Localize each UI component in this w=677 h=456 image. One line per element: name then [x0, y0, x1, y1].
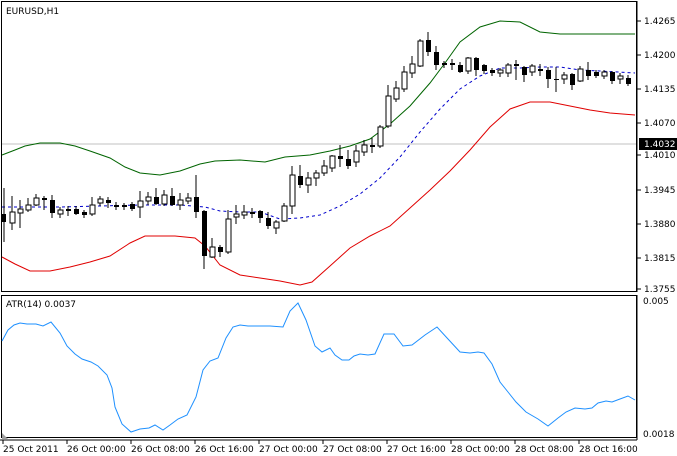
svg-text:26 Oct 00:00: 26 Oct 00:00 — [67, 445, 126, 455]
svg-text:1.4010: 1.4010 — [644, 151, 676, 161]
time-tick: 28 Oct 00:00 — [450, 440, 510, 455]
bollinger-middle-band — [2, 66, 636, 220]
svg-text:1.3815: 1.3815 — [644, 254, 676, 264]
current-price-label: 1.4032 — [639, 138, 677, 150]
price-tick: 1.4070 — [637, 119, 676, 129]
time-axis[interactable]: 25 Oct 2011 26 Oct 00:00 26 Oct 08:00 26… — [0, 439, 638, 455]
atr-tick: 0.005 — [643, 297, 669, 307]
svg-text:1.4265: 1.4265 — [644, 17, 676, 27]
time-tick: 27 Oct 16:00 — [386, 440, 446, 455]
bollinger-upper-band — [1, 20, 635, 176]
time-tick: 25 Oct 2011 — [2, 440, 59, 455]
time-tick: 28 Oct 08:00 — [514, 440, 574, 455]
price-tick: 1.4010 — [637, 151, 676, 161]
price-tick: 1.4200 — [637, 51, 676, 61]
svg-text:27 Oct 08:00: 27 Oct 08:00 — [323, 445, 382, 455]
svg-text:1.4070: 1.4070 — [644, 119, 676, 129]
time-tick: 28 Oct 16:00 — [578, 440, 638, 455]
svg-text:25 Oct 2011: 25 Oct 2011 — [3, 445, 59, 455]
candlesticks — [2, 32, 631, 269]
atr-line — [1, 302, 636, 433]
svg-text:1.4032: 1.4032 — [644, 140, 676, 150]
svg-text:27 Oct 00:00: 27 Oct 00:00 — [259, 445, 318, 455]
scroll-corner-marker — [2, 433, 8, 439]
svg-text:1.3880: 1.3880 — [644, 220, 676, 230]
svg-text:26 Oct 08:00: 26 Oct 08:00 — [131, 445, 190, 455]
svg-text:28 Oct 00:00: 28 Oct 00:00 — [451, 445, 510, 455]
atr-axis[interactable]: 0.005 0.0018 — [636, 295, 675, 440]
atr-tick: 0.0018 — [643, 430, 675, 440]
price-axis[interactable]: 1.4265 1.4200 1.4135 1.4070 1.4010 1.394… — [636, 1, 677, 295]
bollinger-lower-band — [1, 101, 636, 286]
svg-text:27 Oct 16:00: 27 Oct 16:00 — [387, 445, 446, 455]
time-tick: 27 Oct 08:00 — [322, 440, 382, 455]
price-tick: 1.3755 — [637, 285, 676, 295]
time-tick: 26 Oct 08:00 — [130, 440, 190, 455]
price-tick: 1.4265 — [637, 17, 676, 27]
time-tick: 27 Oct 00:00 — [258, 440, 318, 455]
chart-title: EURUSD,H1 — [6, 7, 59, 17]
atr-title: ATR(14) 0.0037 — [6, 300, 76, 310]
svg-text:1.3755: 1.3755 — [644, 285, 676, 295]
time-tick: 26 Oct 00:00 — [66, 440, 126, 455]
svg-text:1.4135: 1.4135 — [644, 85, 676, 95]
price-tick: 1.4135 — [637, 85, 676, 95]
svg-text:28 Oct 16:00: 28 Oct 16:00 — [579, 445, 638, 455]
svg-text:26 Oct 16:00: 26 Oct 16:00 — [195, 445, 254, 455]
svg-text:28 Oct 08:00: 28 Oct 08:00 — [515, 445, 574, 455]
price-panel[interactable]: EURUSD,H1 — [1, 1, 637, 292]
price-tick: 1.3945 — [637, 186, 676, 196]
time-tick: 26 Oct 16:00 — [194, 440, 254, 455]
atr-panel[interactable]: ATR(14) 0.0037 — [1, 295, 637, 438]
svg-text:1.3945: 1.3945 — [644, 186, 676, 196]
svg-text:1.4200: 1.4200 — [644, 51, 676, 61]
price-tick: 1.3880 — [637, 220, 676, 230]
price-tick: 1.3815 — [637, 254, 676, 264]
